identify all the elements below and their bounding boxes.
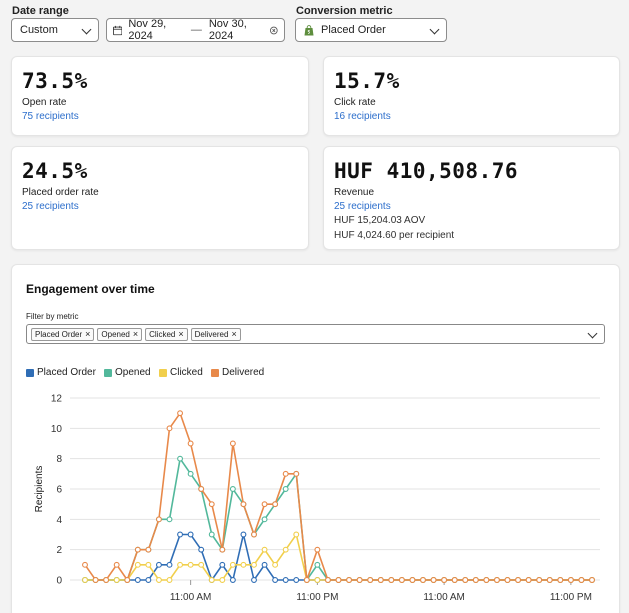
placed-order-rate-label: Placed order rate (22, 187, 99, 198)
chip-label: Placed Order (35, 329, 83, 339)
chip-label: Clicked (149, 329, 176, 339)
open-rate-value: 73.5% (22, 69, 88, 93)
revenue-card: HUF 410,508.76 Revenue 25 recipients HUF… (323, 146, 620, 250)
chip-delivered: Delivered × (190, 327, 241, 341)
date-range-select[interactable]: Custom (11, 18, 99, 42)
date-range-value: Custom (20, 24, 58, 36)
chip-remove-icon[interactable]: × (178, 329, 184, 339)
shopify-bag-icon (304, 24, 314, 35)
chip-clicked: Clicked × (145, 327, 188, 341)
chip-label: Delivered (194, 329, 229, 339)
legend-swatch (211, 368, 219, 377)
chip-label: Opened (101, 329, 130, 339)
date-separator: — (190, 24, 202, 36)
chevron-down-icon (429, 24, 440, 35)
clear-date-icon[interactable] (270, 26, 278, 35)
date-start[interactable]: Nov 29, 2024 (128, 18, 167, 42)
engagement-card (11, 264, 620, 613)
open-rate-recipients-link[interactable]: 75 recipients (22, 111, 79, 122)
legend-label: Clicked (170, 367, 203, 378)
revenue-recipients-link[interactable]: 25 recipients (334, 201, 391, 212)
open-rate-label: Open rate (22, 97, 67, 108)
click-rate-value: 15.7% (334, 69, 400, 93)
open-rate-card: 73.5% Open rate 75 recipients (11, 56, 309, 136)
legend-swatch (26, 368, 34, 377)
click-rate-label: Click rate (334, 97, 376, 108)
metric-filter-input[interactable]: Placed Order × Opened × Clicked × Delivered… (26, 324, 605, 344)
filter-by-metric-label: Filter by metric (26, 312, 79, 321)
engagement-title: Engagement over time (26, 282, 155, 296)
chip-remove-icon[interactable]: × (132, 329, 139, 339)
legend-clicked[interactable]: Clicked (159, 367, 203, 378)
calendar-icon (113, 25, 123, 35)
click-rate-card: 15.7% Click rate 16 recipients (323, 56, 620, 136)
placed-order-recipients-link[interactable]: 25 recipients (22, 201, 79, 212)
conversion-metric-label: Conversion metric (296, 5, 393, 17)
date-picker[interactable]: Nov 29, 2024 — Nov 30, 2024 (106, 18, 285, 42)
placed-order-rate-value: 24.5% (22, 159, 88, 183)
conversion-metric-select[interactable]: Placed Order (295, 18, 447, 42)
chevron-down-icon[interactable] (587, 328, 598, 339)
legend-delivered[interactable]: Delivered (211, 367, 264, 378)
legend-label: Placed Order (37, 367, 96, 378)
legend-swatch (104, 368, 112, 377)
chip-remove-icon[interactable]: × (85, 329, 91, 339)
revenue-per-recipient: HUF 4,024.60 per recipient (334, 230, 455, 241)
click-rate-recipients-link[interactable]: 16 recipients (334, 111, 391, 122)
legend-opened[interactable]: Opened (104, 367, 151, 378)
chip-placed-order: Placed Order × (31, 327, 95, 341)
chevron-down-icon (81, 24, 92, 35)
legend-label: Opened (115, 367, 151, 378)
revenue-aov: HUF 15,204.03 AOV (334, 215, 426, 226)
legend-placed-order[interactable]: Placed Order (26, 367, 96, 378)
revenue-value: HUF 410,508.76 (334, 159, 519, 183)
legend-label: Delivered (222, 367, 265, 378)
legend-swatch (159, 368, 167, 377)
date-range-label: Date range (12, 5, 69, 17)
date-end[interactable]: Nov 30, 2024 (208, 18, 247, 42)
chip-opened: Opened × (97, 327, 143, 341)
conversion-metric-value: Placed Order (321, 24, 386, 36)
placed-order-rate-card: 24.5% Placed order rate 25 recipients (11, 146, 309, 250)
chip-remove-icon[interactable]: × (231, 329, 237, 339)
revenue-label: Revenue (334, 187, 375, 198)
